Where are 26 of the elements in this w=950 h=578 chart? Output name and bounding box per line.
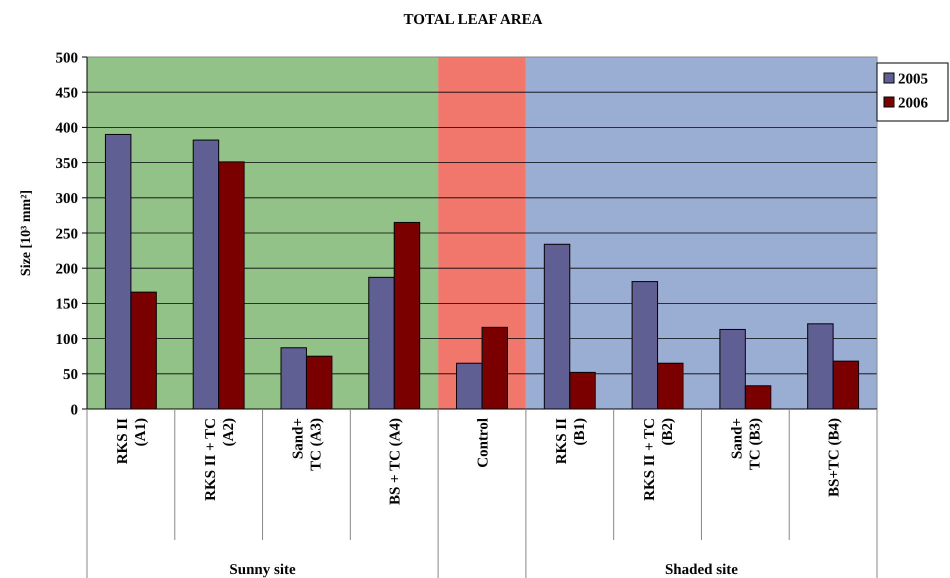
x-tick-label: RKS II (B1) xyxy=(554,418,588,464)
chart-title: TOTAL LEAF AREA xyxy=(404,12,543,28)
x-tick-label: BS + TC (A4) xyxy=(387,418,404,506)
x-tick-label: RKS II (A1) xyxy=(115,418,150,464)
x-tick-label: BS+TC (B4) xyxy=(826,418,842,497)
y-tick-label: 450 xyxy=(56,85,78,102)
y-tick-label: 0 xyxy=(70,402,78,418)
y-tick-label: 50 xyxy=(63,367,78,384)
y-tick-label: 250 xyxy=(56,226,78,242)
y-tick-label: 100 xyxy=(56,332,78,348)
legend-label: 2005 xyxy=(898,71,928,88)
x-tick-label: Sand+ TC (B3) xyxy=(730,418,764,470)
legend-label: 2006 xyxy=(898,95,928,112)
x-tick-label: Sand+ TC (A3) xyxy=(290,418,325,471)
x-tick-label: RKS II + TC (A2) xyxy=(202,418,237,501)
text: Sunny site xyxy=(229,562,296,578)
text: Shaded site xyxy=(664,562,738,578)
y-tick-label: 150 xyxy=(56,296,78,313)
y-tick-label: 500 xyxy=(56,50,78,66)
x-tick-label: Control xyxy=(475,418,492,468)
y-tick-label: 200 xyxy=(56,261,78,278)
x-tick-label: RKS II + TC (B2) xyxy=(642,418,676,501)
y-tick-label: 300 xyxy=(56,191,78,208)
y-axis-title: Size [10³ mm²] xyxy=(19,190,34,276)
y-tick-label: 400 xyxy=(56,120,78,137)
y-tick-label: 350 xyxy=(56,156,78,172)
